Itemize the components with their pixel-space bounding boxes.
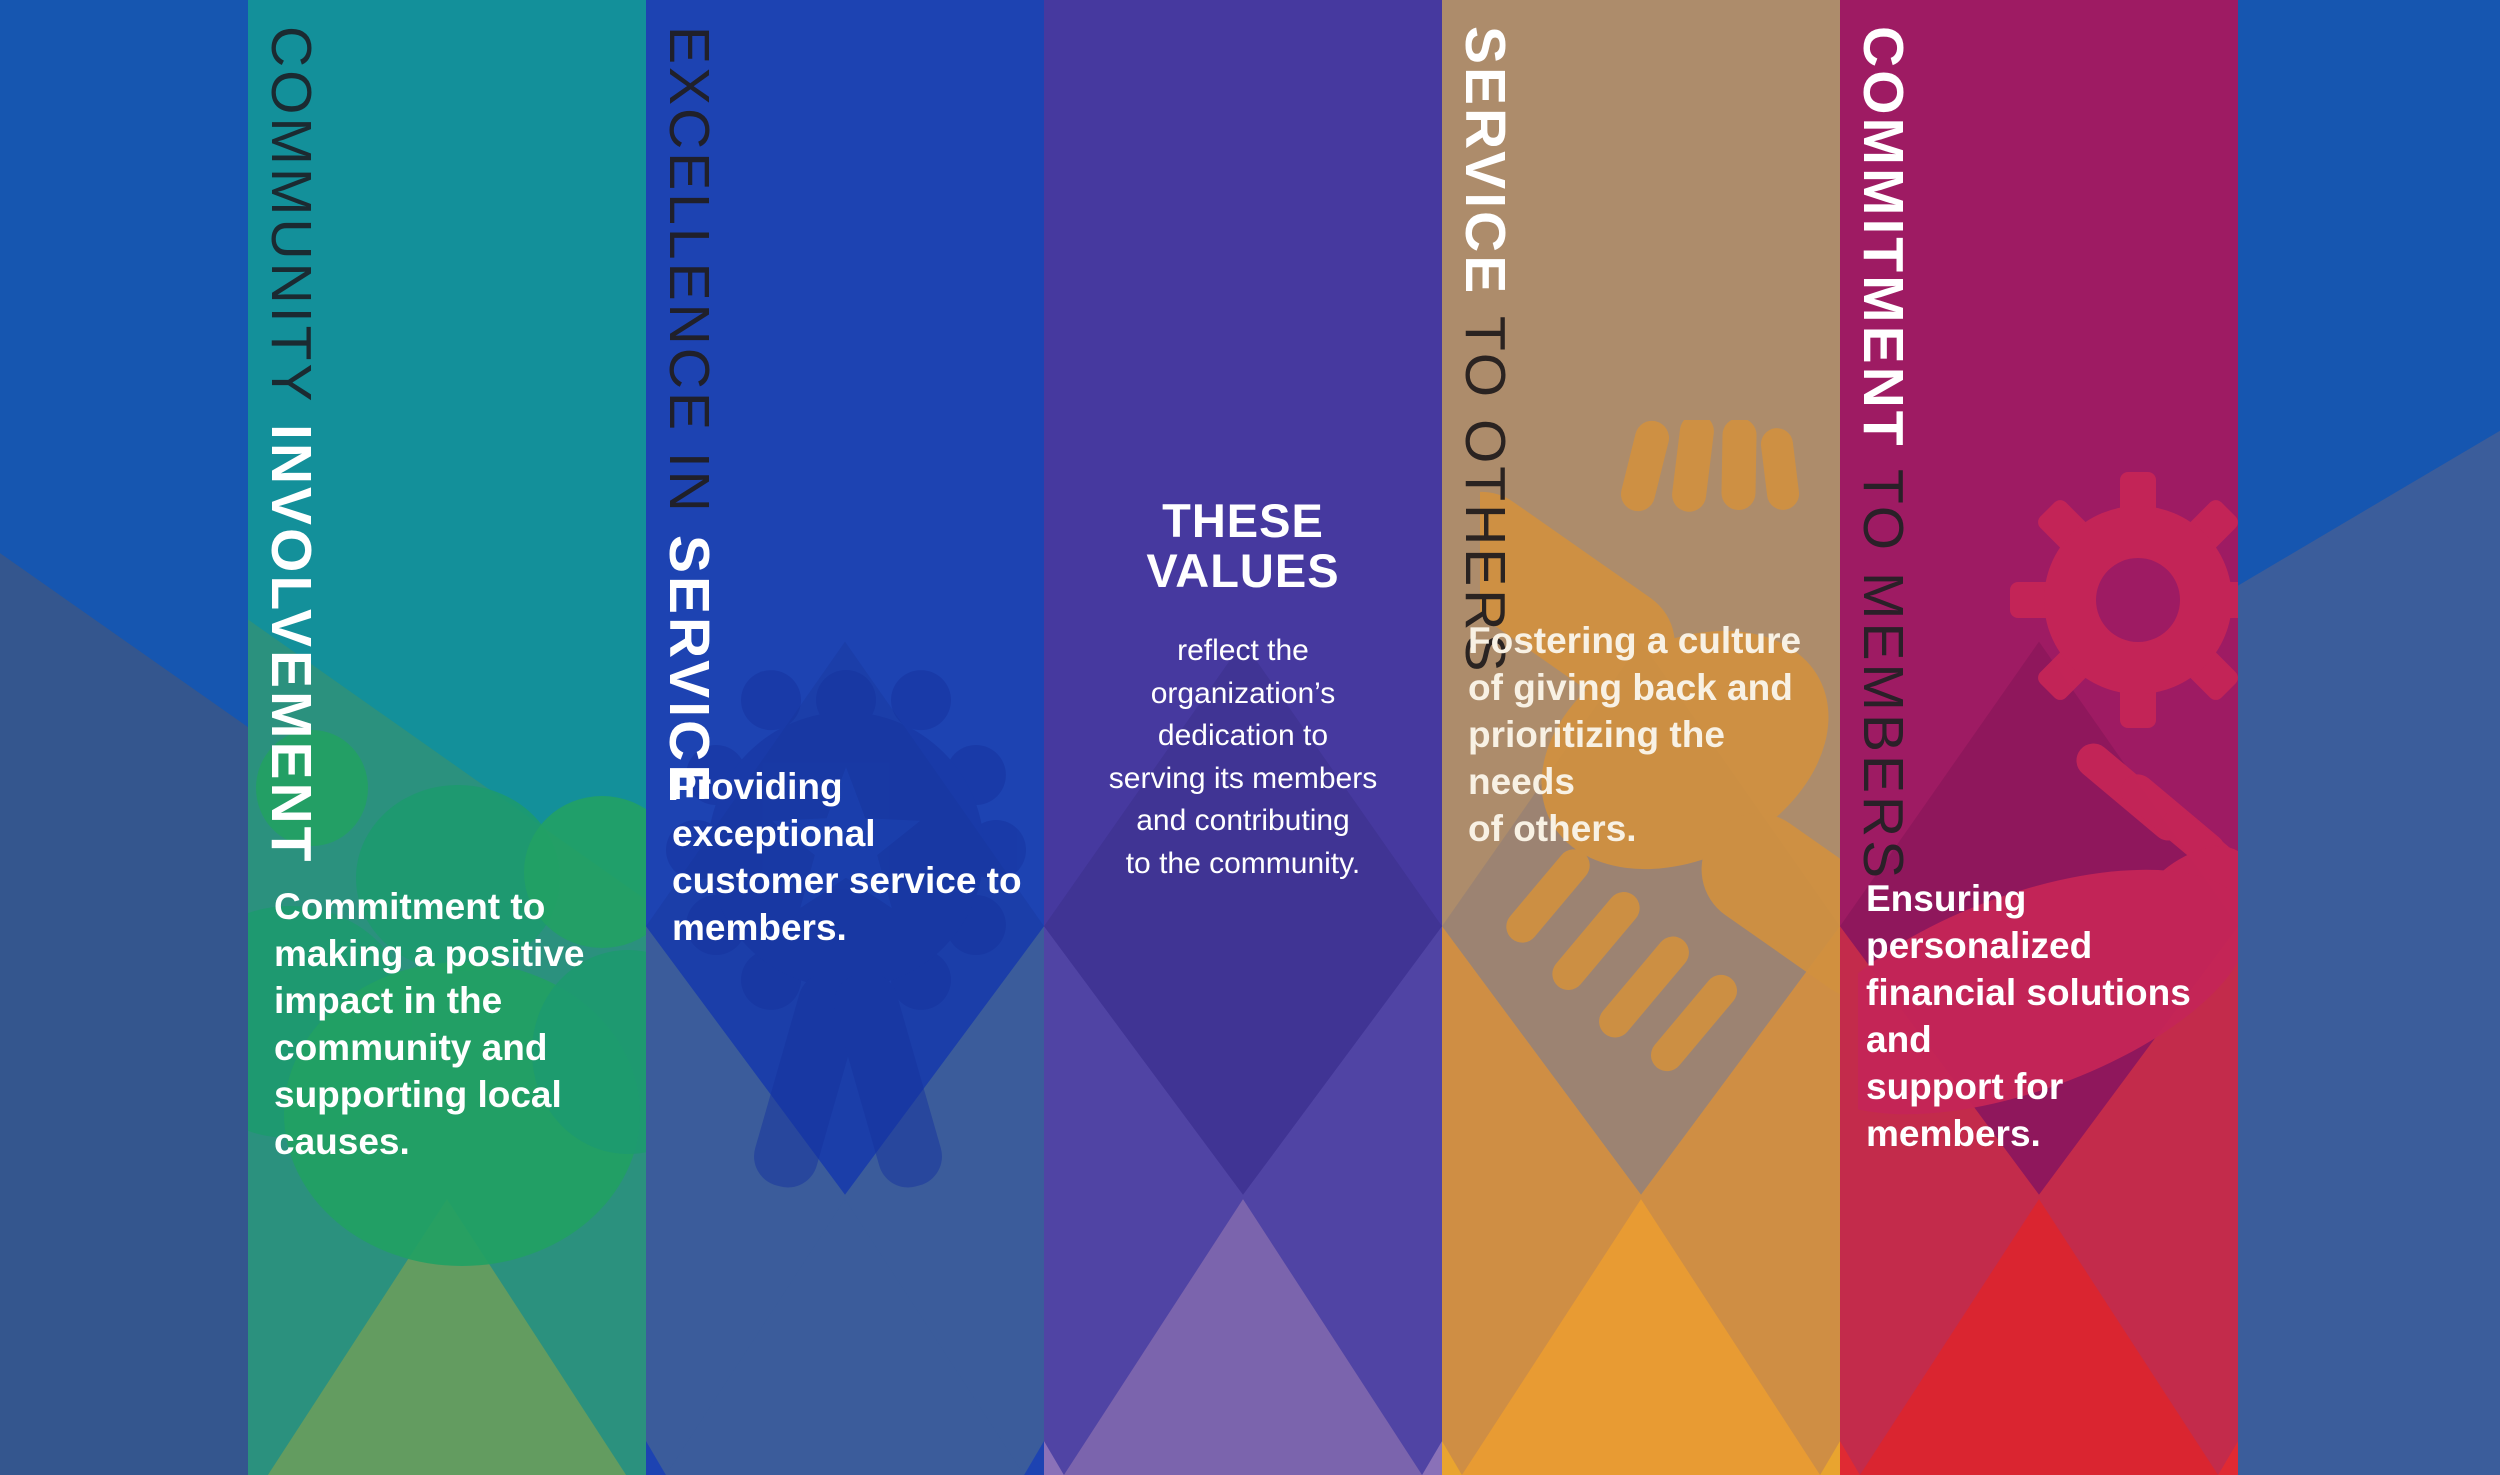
poster-center-heading: THESE VALUES (1146, 494, 1340, 597)
title-word-service: SERVICE (657, 534, 721, 806)
ribbon-description: Fostering a culture of giving back and p… (1468, 620, 1802, 849)
ribbon-title-commitment-to-members: COMMITMENT TO MEMBERS (1851, 26, 1915, 881)
ribbon-these-values: THESE VALUES reflect the organization’s … (1044, 0, 1442, 1475)
title-word-involvement: INVOLVEMENT (259, 424, 323, 865)
ribbon-excellence-in-service: EXCELLENCE IN SERVICE Providing exception… (646, 0, 1044, 1475)
ribbon-description: Ensuring personalized financial solution… (1866, 878, 2191, 1154)
title-word-service: SERVICE (1453, 26, 1517, 297)
ribbon-description: Commitment to making a positive impact i… (274, 886, 585, 1162)
ribbon-service-to-others: SERVICE TO OTHERS Fostering a culture of … (1442, 0, 1840, 1475)
ribbon-title-community-involvement: COMMUNITY INVOLVEMENT (259, 26, 323, 865)
poster-center-description: reflect the organization’s dedication to… (1108, 634, 1378, 880)
title-words-to-members: TO MEMBERS (1851, 468, 1915, 881)
ribbon-title-excellence-in-service: EXCELLENCE IN SERVICE (657, 26, 721, 805)
ribbon-title-service-to-others: SERVICE TO OTHERS (1453, 26, 1517, 675)
hand-with-gear-icon (1858, 472, 2238, 1115)
ribbon-description: Providing exceptional customer service t… (672, 766, 1022, 948)
people-group-icon (248, 730, 646, 1266)
title-word-community: COMMUNITY (259, 26, 323, 405)
title-words-to-others: TO OTHERS (1453, 316, 1517, 675)
ribbon-commitment-to-members: COMMITMENT TO MEMBERS Ensuring personaliz… (1840, 0, 2238, 1475)
handshake-icon (1480, 420, 1840, 1072)
ribbon-community-involvement: COMMUNITY INVOLVEMENT Commitment to makin… (248, 0, 646, 1475)
title-word-commitment: COMMITMENT (1851, 26, 1915, 449)
award-badge-icon (666, 670, 1026, 1188)
title-words-excellence-in: EXCELLENCE IN (657, 26, 721, 515)
